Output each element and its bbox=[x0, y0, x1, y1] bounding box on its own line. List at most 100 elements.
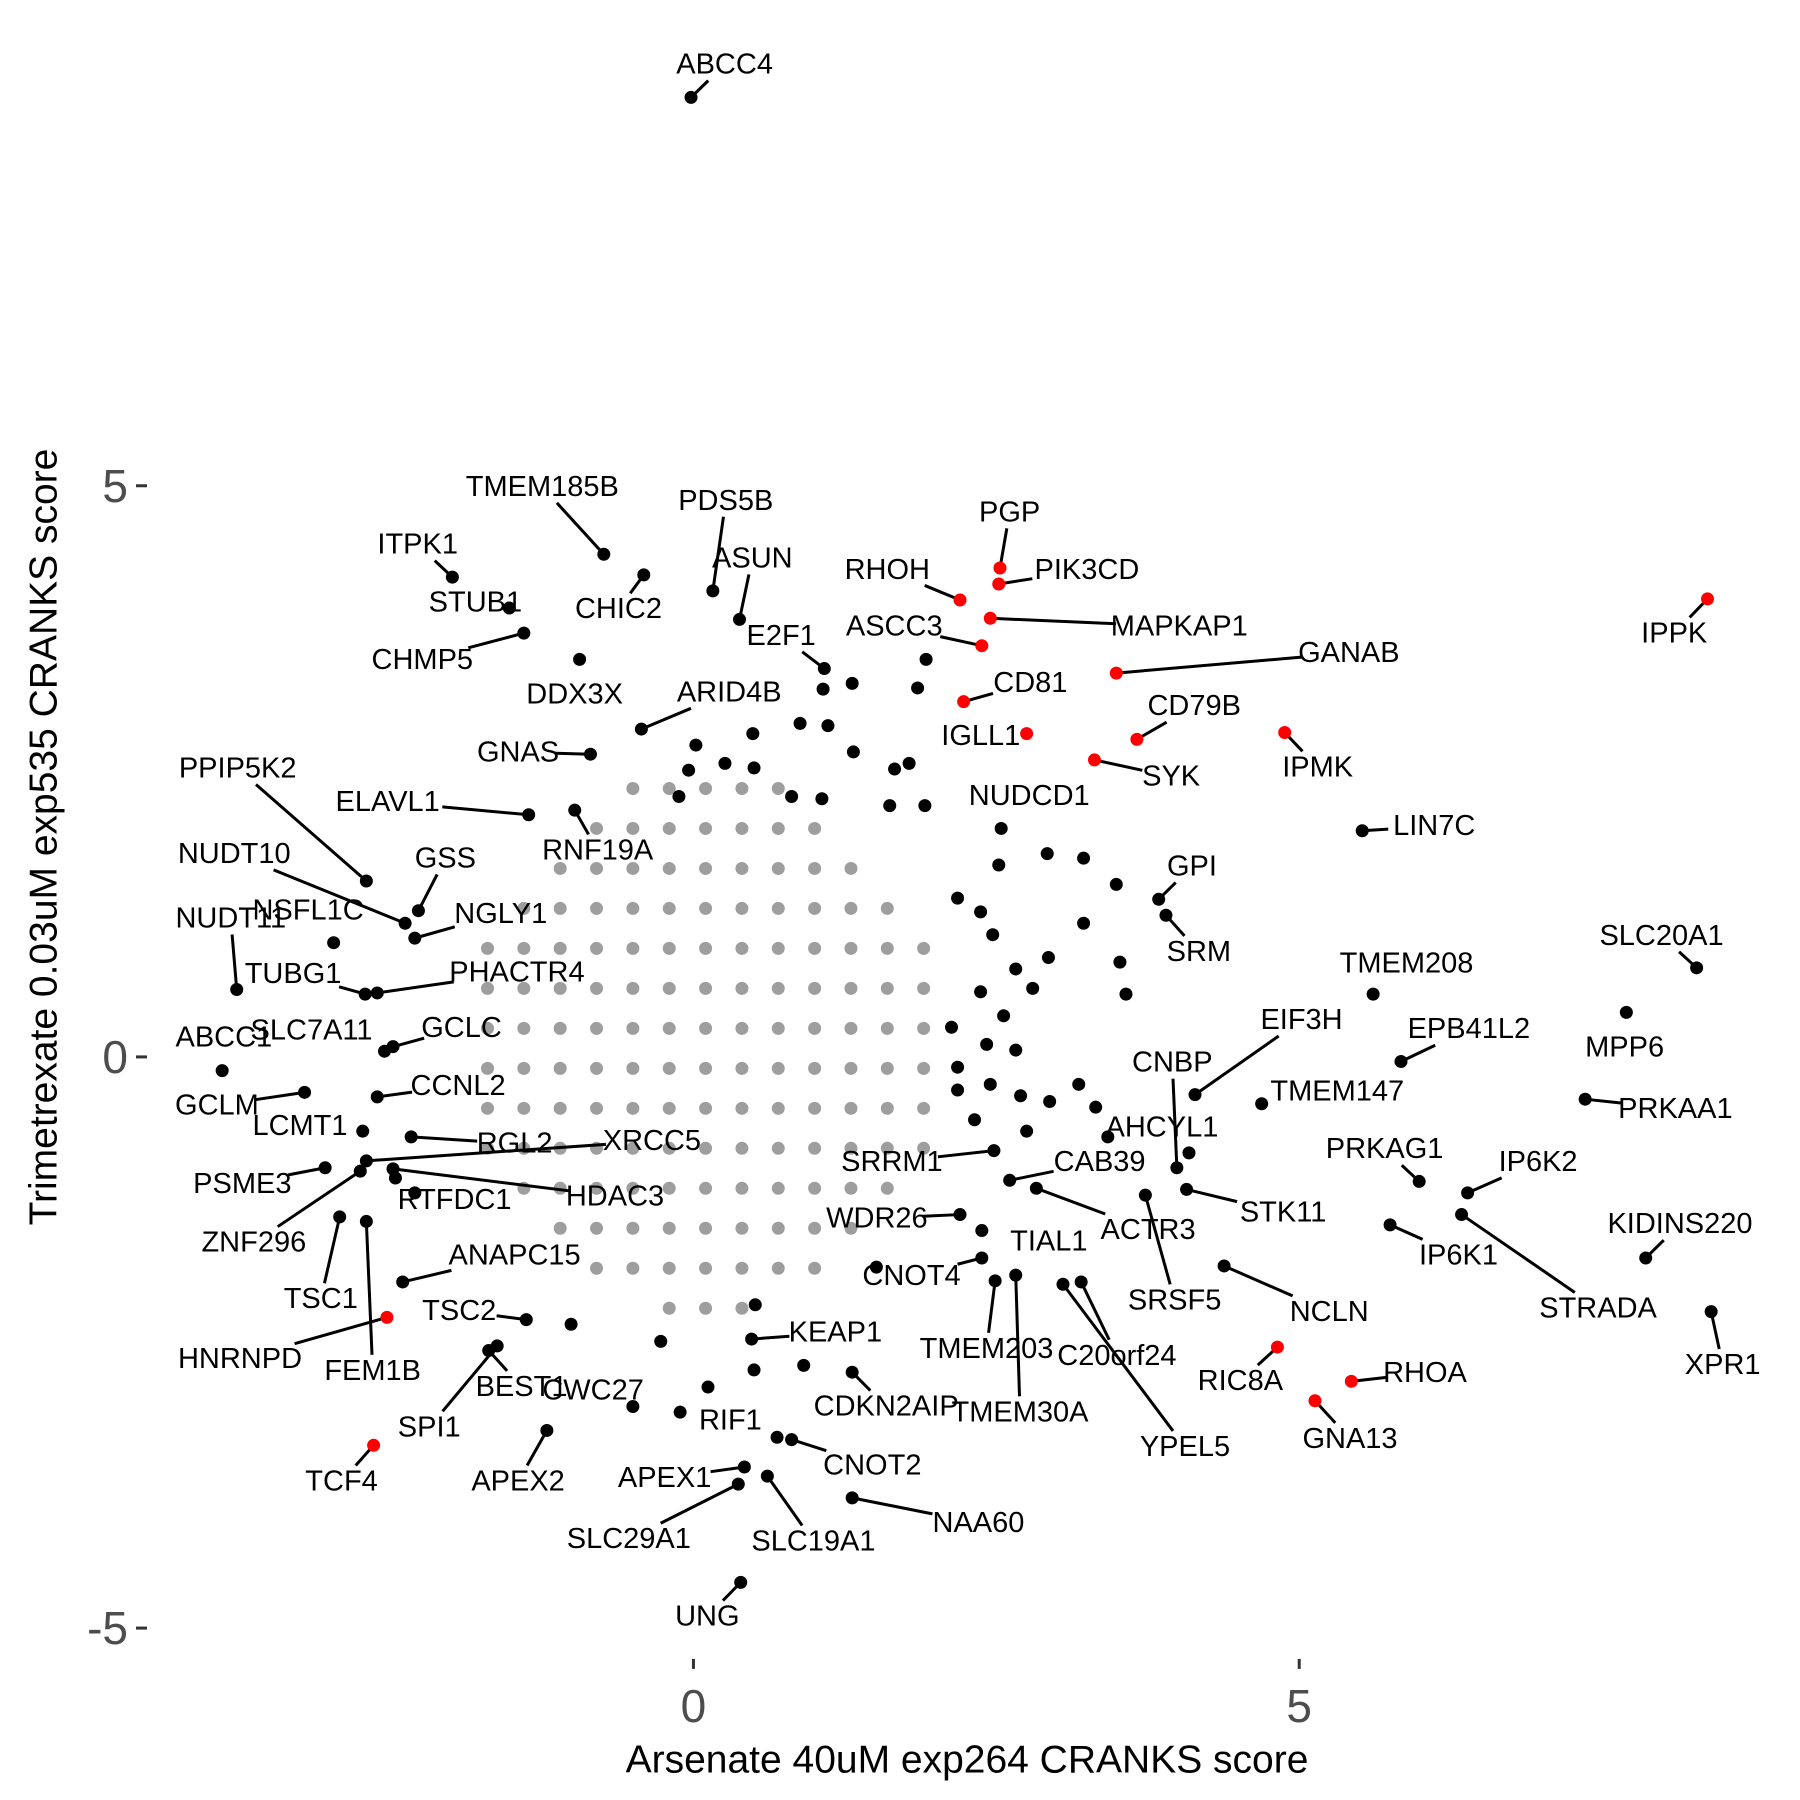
leader-line bbox=[467, 631, 525, 650]
point bbox=[817, 662, 831, 676]
point bbox=[815, 792, 829, 806]
point bbox=[1101, 1130, 1115, 1144]
leader-line bbox=[937, 1149, 995, 1159]
point-label: CNBP bbox=[1132, 1047, 1213, 1079]
point bbox=[1701, 592, 1715, 606]
point-label: UNG bbox=[675, 1601, 739, 1633]
leader-line bbox=[851, 1496, 933, 1516]
point-label: WDR26 bbox=[826, 1202, 928, 1234]
point bbox=[1639, 1251, 1653, 1265]
point bbox=[1138, 1188, 1152, 1202]
point bbox=[785, 1433, 799, 1447]
point bbox=[662, 781, 676, 795]
point bbox=[735, 941, 749, 955]
point-label: CAB39 bbox=[1054, 1146, 1146, 1178]
point bbox=[951, 1083, 965, 1097]
point bbox=[590, 861, 604, 875]
point bbox=[845, 1491, 859, 1505]
point bbox=[481, 1101, 494, 1115]
point bbox=[408, 1186, 422, 1200]
point bbox=[1619, 1005, 1633, 1019]
point bbox=[808, 1061, 822, 1075]
point bbox=[1089, 1100, 1103, 1114]
point bbox=[735, 1141, 749, 1155]
point-label: XPR1 bbox=[1685, 1349, 1761, 1381]
point bbox=[654, 1334, 668, 1348]
point bbox=[626, 1061, 640, 1075]
point bbox=[597, 547, 611, 561]
point bbox=[1412, 1174, 1426, 1188]
point bbox=[404, 1130, 418, 1144]
leader-line bbox=[525, 1429, 549, 1467]
point-label: NUDT10 bbox=[178, 838, 291, 870]
point bbox=[359, 874, 373, 888]
point bbox=[1188, 1088, 1202, 1102]
point-label: CDKN2AIP bbox=[814, 1391, 959, 1423]
point bbox=[1072, 1077, 1086, 1091]
point bbox=[298, 1085, 312, 1099]
point bbox=[1074, 1275, 1088, 1289]
leader-line bbox=[254, 1090, 305, 1102]
point bbox=[997, 1009, 1011, 1023]
point bbox=[793, 716, 807, 730]
leader-line bbox=[1035, 1186, 1106, 1216]
point bbox=[974, 905, 988, 919]
point-label: TSC2 bbox=[422, 1295, 496, 1327]
point bbox=[699, 981, 713, 995]
point bbox=[517, 1021, 531, 1035]
point-label: TIAL1 bbox=[1010, 1226, 1087, 1258]
point bbox=[748, 1298, 762, 1312]
point bbox=[968, 1113, 982, 1127]
point bbox=[553, 1221, 567, 1235]
point-label: PGP bbox=[979, 496, 1040, 528]
point bbox=[808, 1181, 822, 1195]
point bbox=[951, 1060, 965, 1074]
point bbox=[993, 561, 1007, 575]
point bbox=[992, 858, 1006, 872]
point bbox=[974, 985, 988, 999]
point bbox=[844, 1061, 858, 1075]
point bbox=[699, 821, 713, 835]
point bbox=[1355, 824, 1369, 838]
point bbox=[583, 747, 597, 761]
leader-line bbox=[411, 1135, 478, 1143]
point bbox=[880, 981, 894, 995]
point bbox=[699, 1101, 713, 1115]
point bbox=[980, 1037, 994, 1051]
point bbox=[771, 781, 785, 795]
point bbox=[880, 1021, 894, 1035]
point-label: ARID4B bbox=[677, 676, 782, 708]
point bbox=[1026, 981, 1040, 995]
point bbox=[994, 821, 1008, 835]
point bbox=[522, 808, 536, 822]
point bbox=[1344, 1374, 1358, 1388]
point-label: KIDINS220 bbox=[1607, 1208, 1752, 1240]
point-label: NUDCD1 bbox=[969, 780, 1090, 812]
point bbox=[797, 1358, 811, 1372]
point bbox=[699, 1141, 713, 1155]
point bbox=[746, 727, 760, 741]
leader-line bbox=[364, 1221, 374, 1355]
point bbox=[735, 1181, 749, 1195]
point-label: CHMP5 bbox=[372, 644, 474, 676]
point bbox=[626, 1021, 640, 1035]
leader-line bbox=[1116, 655, 1303, 675]
point bbox=[844, 1101, 858, 1115]
point bbox=[735, 1221, 749, 1235]
point-label: GNAS bbox=[477, 736, 559, 768]
point bbox=[1690, 961, 1704, 975]
point bbox=[771, 1021, 785, 1035]
point-label: APEX2 bbox=[471, 1466, 565, 1498]
point bbox=[398, 916, 412, 930]
point-label: LCMT1 bbox=[252, 1110, 347, 1142]
point bbox=[1704, 1305, 1718, 1319]
point-label: NAA60 bbox=[933, 1507, 1025, 1539]
point bbox=[662, 901, 676, 915]
point-label: ACTR3 bbox=[1101, 1214, 1196, 1246]
point bbox=[699, 1061, 713, 1075]
point bbox=[808, 941, 822, 955]
point bbox=[662, 821, 676, 835]
point bbox=[735, 1021, 749, 1035]
point bbox=[553, 1061, 567, 1075]
point bbox=[1077, 916, 1091, 930]
